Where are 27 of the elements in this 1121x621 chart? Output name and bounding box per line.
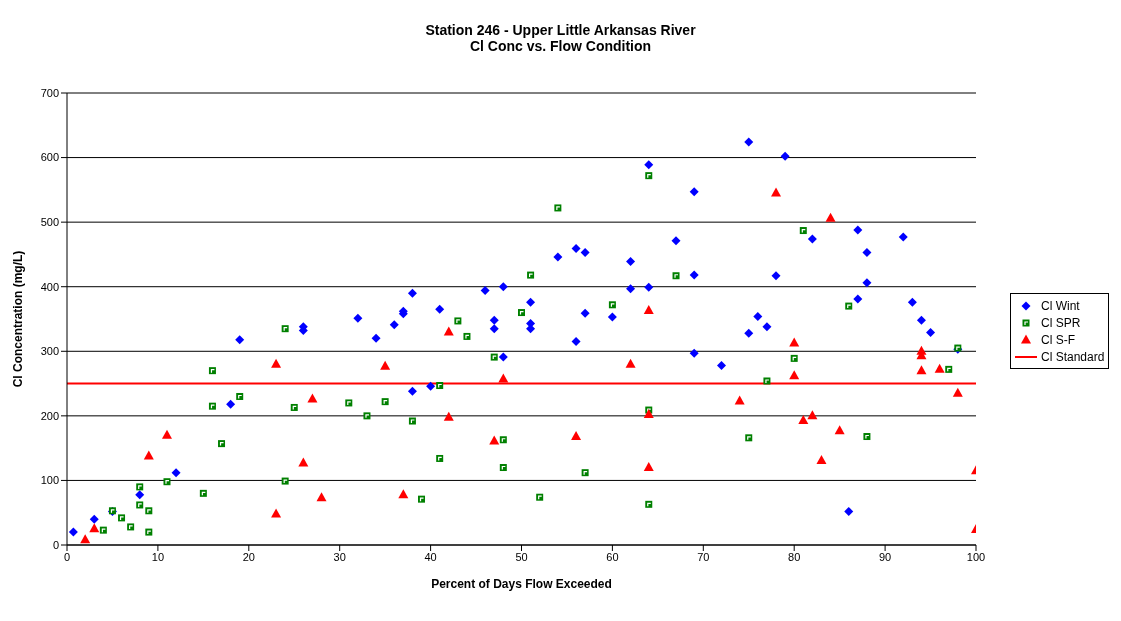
y-tick-label: 100: [40, 474, 59, 487]
x-tick-label: 60: [606, 550, 619, 563]
legend-label: Cl Wint: [1041, 298, 1080, 313]
legend-label: Cl Standard: [1041, 349, 1105, 364]
chart-title: Station 246 - Upper Little Arkansas River: [424, 22, 697, 38]
y-tick-label: 200: [40, 409, 59, 422]
x-tick-label: 50: [515, 550, 528, 563]
x-tick-label: 10: [151, 550, 165, 563]
y-tick-label: 0: [52, 538, 59, 551]
y-tick-label: 400: [40, 280, 59, 293]
y-tick-label: 500: [40, 216, 59, 229]
x-axis-title: Percent of Days Flow Exceeded: [431, 577, 612, 591]
x-tick-label: 100: [966, 550, 986, 563]
y-tick-label: 300: [40, 345, 59, 358]
legend-label: Cl S-F: [1041, 332, 1075, 347]
legend-label: Cl SPR: [1041, 315, 1081, 330]
x-tick-label: 30: [333, 550, 346, 563]
x-tick-label: 40: [424, 550, 437, 563]
x-tick-label: 70: [697, 550, 710, 563]
chart-subtitle: Cl Conc vs. Flow Condition: [468, 38, 653, 54]
y-tick-label: 700: [40, 86, 59, 99]
x-tick-label: 20: [242, 550, 255, 563]
x-tick-label: 0: [63, 550, 71, 563]
x-tick-label: 90: [878, 550, 892, 563]
y-axis-title: Cl Concentration (mg/L): [11, 250, 26, 388]
x-tick-label: 80: [788, 550, 801, 563]
y-tick-label: 600: [40, 151, 59, 164]
